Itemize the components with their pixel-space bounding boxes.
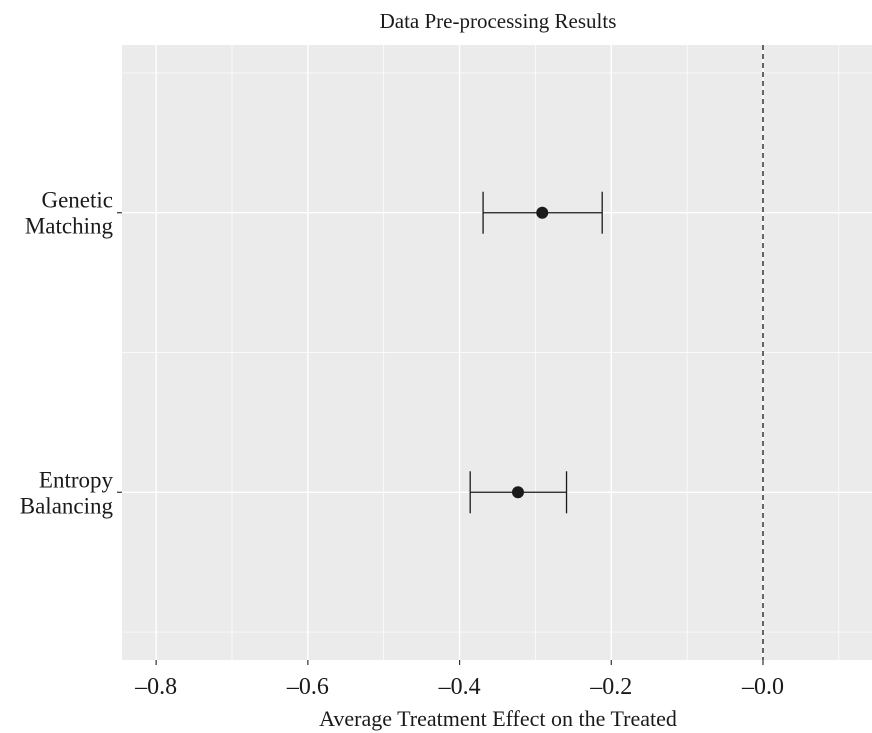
point-estimate-0 xyxy=(536,206,549,219)
x-tick-label-4: –0.0 xyxy=(741,674,784,700)
marks-layer xyxy=(469,191,603,514)
y-tick-label-1-line-1: Balancing xyxy=(20,493,114,518)
x-axis-label: Average Treatment Effect on the Treated xyxy=(319,706,677,731)
y-tick-label-0-line-0: Genetic xyxy=(41,188,113,213)
x-tick-label-1: –0.6 xyxy=(286,674,329,700)
chart-title: Data Pre-processing Results xyxy=(380,9,617,33)
x-tick-label-0: –0.8 xyxy=(134,674,177,700)
point-estimate-1 xyxy=(511,486,524,499)
x-tick-label-3: –0.2 xyxy=(589,674,632,700)
y-tick-label-1-line-0: Entropy xyxy=(39,467,114,492)
y-tick-label-0-line-1: Matching xyxy=(25,214,114,239)
x-tick-label-2: –0.4 xyxy=(438,674,481,700)
